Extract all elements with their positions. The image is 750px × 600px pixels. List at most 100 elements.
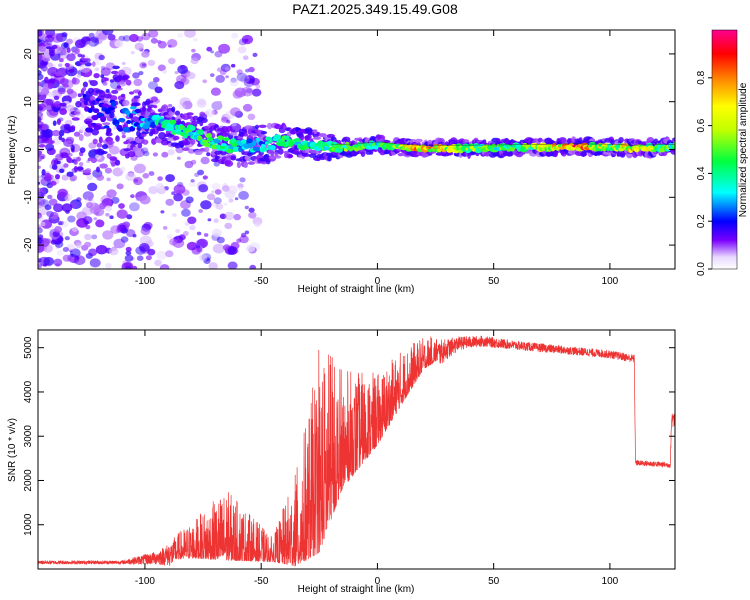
spectrogram-noise-blob — [62, 247, 69, 252]
spectrogram-noise-blob — [213, 218, 219, 223]
spectrogram-noise-blob — [38, 103, 47, 112]
spectrogram-noise-blob — [80, 67, 93, 78]
spectrogram-halo-blob — [318, 133, 327, 138]
spectrogram-halo-blob — [142, 139, 149, 145]
spectrogram-ridge-blob — [150, 121, 157, 129]
spectrogram-noise-blob — [148, 171, 155, 176]
spectrogram-ridge-blob — [130, 106, 137, 110]
spectrogram-halo-blob — [38, 181, 41, 185]
spectrogram-halo-blob — [127, 151, 136, 158]
spectrogram-noise-blob — [199, 254, 208, 262]
spectrogram-noise-blob — [87, 182, 98, 192]
spectrogram-halo-blob — [91, 128, 99, 136]
spectrogram-noise-blob — [69, 248, 81, 258]
spectrogram-noise-blob — [173, 193, 184, 202]
spectrogram-noise-blob — [221, 185, 230, 192]
spectrogram-halo-blob — [247, 161, 255, 165]
spectrogram-halo-blob — [38, 53, 43, 60]
spectrogram-noise-blob — [217, 100, 222, 105]
spectrogram-ridge-blob — [93, 124, 102, 131]
spectrogram-halo-blob — [279, 128, 285, 133]
spectrogram-noise-blob — [95, 154, 102, 160]
spectrogram-noise-blob — [240, 232, 247, 238]
spectrogram-halo-blob — [52, 129, 61, 137]
spectrogram-noise-blob — [131, 265, 138, 269]
spectrogram-halo-blob — [93, 73, 100, 79]
spectrogram-noise-blob — [74, 39, 86, 49]
spectrogram-noise-blob — [233, 213, 241, 221]
spectrogram-halo-blob — [243, 162, 248, 169]
spectrogram-noise-blob — [193, 37, 198, 42]
spectrogram-halo-blob — [73, 160, 78, 165]
spectrogram-halo-blob — [106, 140, 115, 145]
spectrogram-halo-blob — [115, 135, 120, 142]
spectrogram-halo-blob — [165, 114, 174, 118]
spectrogram-noise-blob — [190, 57, 199, 65]
spectrogram-noise-blob — [125, 229, 136, 238]
spectrogram-noise-blob — [126, 214, 133, 220]
spectrogram-halo-blob — [187, 148, 195, 154]
spectrogram-noise-blob — [38, 154, 43, 163]
spectrogram-noise-blob — [57, 188, 68, 198]
spectrogram-halo-blob — [90, 157, 97, 164]
spectrogram-halo-blob — [274, 123, 282, 130]
spectrogram-noise-blob — [194, 172, 200, 177]
spectrogram-noise-blob — [160, 210, 165, 214]
spectrogram-noise-blob — [204, 233, 209, 237]
spectrogram-noise-blob — [141, 32, 151, 41]
spectrogram-ridge-blob — [91, 122, 97, 126]
spectrogram-noise-blob — [184, 30, 196, 38]
spectrogram-noise-blob — [254, 221, 261, 228]
spectrogram-halo-blob — [92, 61, 96, 67]
spectrogram-noise-blob — [38, 73, 44, 81]
spectrogram-noise-blob — [171, 191, 176, 195]
spectrogram-noise-blob — [38, 191, 44, 200]
spectrogram-noise-blob — [154, 86, 163, 94]
spectrogram-noise-blob — [133, 177, 143, 186]
spectrogram-noise-blob — [38, 264, 43, 269]
spectrogram-noise-blob — [242, 103, 253, 112]
colorbar: 0.0 0.2 0.4 0.6 0.8 Normalized spectral ampl… — [696, 29, 749, 276]
spectrogram-noise-blob — [85, 225, 91, 230]
spectrogram-noise-blob — [119, 166, 126, 172]
spectrogram-noise-blob — [173, 184, 186, 195]
spectrogram-halo-blob — [74, 111, 81, 115]
snr-x-tick-label: 50 — [488, 576, 500, 587]
spectrogram-y-tick-label: 10 — [23, 96, 34, 108]
spectrogram-noise-blob — [121, 131, 126, 135]
spectrogram-halo-blob — [200, 117, 208, 124]
spectrogram-ridge-blob — [128, 113, 134, 119]
spectrogram-noise-blob — [84, 233, 92, 241]
spectrogram-noise-blob — [83, 208, 90, 214]
spectrogram-noise-blob — [244, 205, 249, 210]
spectrogram-noise-blob — [46, 62, 53, 68]
spectrogram-halo-blob — [268, 155, 276, 160]
spectrogram-noise-blob — [107, 34, 116, 41]
spectrogram-noise-blob — [41, 128, 53, 139]
spectrogram-noise-blob — [154, 259, 162, 266]
spectrogram-halo-blob — [82, 81, 88, 88]
spectrogram-halo-blob — [81, 87, 87, 92]
spectrogram-halo-blob — [148, 100, 154, 104]
spectrogram-noise-blob — [199, 111, 206, 117]
spectrogram-noise-blob — [156, 250, 167, 260]
spectrogram-marks — [38, 30, 675, 269]
spectrogram-noise-blob — [53, 258, 63, 267]
spectrogram-ridge-blob — [261, 143, 266, 148]
spectrogram-halo-blob — [74, 47, 80, 55]
spectrogram-halo-blob — [250, 132, 259, 137]
spectrogram-ridge-blob — [118, 117, 126, 123]
spectrogram-noise-blob — [62, 79, 74, 89]
spectrogram-noise-blob — [237, 183, 244, 189]
spectrogram-noise-blob — [181, 208, 191, 217]
spectrogram-noise-blob — [121, 134, 126, 139]
spectrogram-halo-blob — [78, 134, 84, 141]
spectrogram-noise-blob — [247, 113, 256, 121]
spectrogram-noise-blob — [210, 50, 214, 54]
spectrogram-noise-blob — [125, 172, 136, 181]
spectrogram-noise-blob — [236, 238, 242, 243]
spectrogram-noise-blob — [242, 55, 249, 60]
spectrogram-halo-blob — [96, 142, 103, 148]
spectrogram-halo-blob — [75, 100, 82, 108]
spectrogram-ridge-blob — [223, 137, 230, 142]
